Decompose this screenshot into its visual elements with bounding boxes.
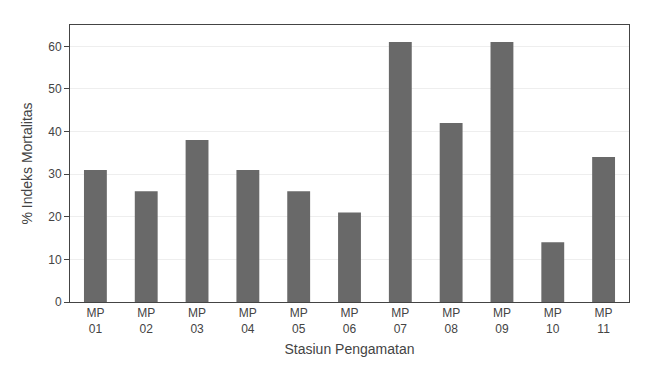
svg-text:20: 20 <box>48 210 62 224</box>
svg-text:MP11: MP11 <box>595 306 613 336</box>
svg-text:MP06: MP06 <box>341 306 359 336</box>
svg-text:Stasiun Pengamatan: Stasiun Pengamatan <box>285 341 415 357</box>
svg-text:50: 50 <box>48 82 62 96</box>
svg-text:MP02: MP02 <box>137 306 155 336</box>
svg-text:MP07: MP07 <box>391 306 409 336</box>
svg-text:MP05: MP05 <box>290 306 308 336</box>
svg-text:MP09: MP09 <box>493 306 511 336</box>
svg-text:MP08: MP08 <box>442 306 460 336</box>
svg-text:10: 10 <box>48 253 62 267</box>
svg-text:40: 40 <box>48 125 62 139</box>
svg-text:MP04: MP04 <box>239 306 257 336</box>
svg-text:MP10: MP10 <box>544 306 562 336</box>
svg-text:0: 0 <box>55 295 62 309</box>
svg-text:MP01: MP01 <box>86 306 104 336</box>
svg-text:MP03: MP03 <box>188 306 206 336</box>
svg-text:% Indeks Mortalitas: % Indeks Mortalitas <box>19 102 35 224</box>
svg-text:60: 60 <box>48 40 62 54</box>
svg-text:30: 30 <box>48 167 62 181</box>
